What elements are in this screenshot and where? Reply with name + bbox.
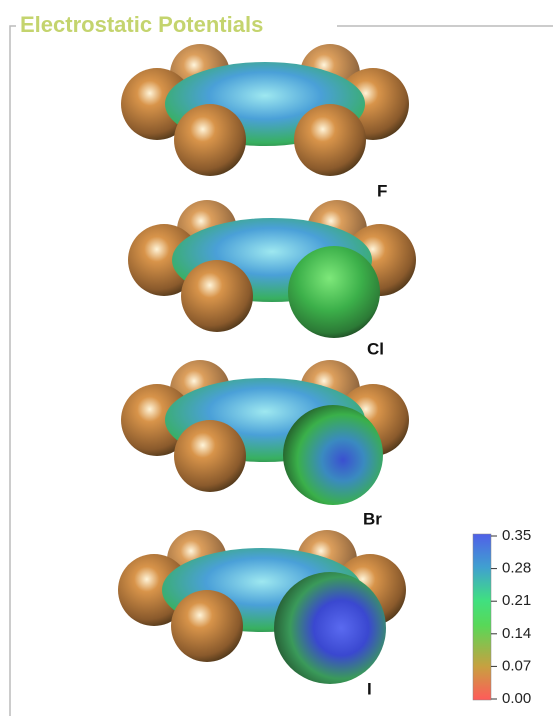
molecule-label: I <box>367 679 372 698</box>
title: Electrostatic Potentials <box>20 12 263 37</box>
colorbar-tick-label: 0.28 <box>502 560 531 577</box>
colorbar-tick-label: 0.35 <box>502 527 531 544</box>
molecule-br <box>121 360 409 505</box>
molecule-cl <box>128 200 416 338</box>
colorbar-tick-label: 0.00 <box>502 690 531 707</box>
colorbar-tick-label: 0.07 <box>502 657 531 674</box>
molecule-i <box>118 530 406 684</box>
figure: Electrostatic Potentials F Cl Br I 0.00 0… <box>0 0 553 716</box>
molecule-f <box>121 44 409 176</box>
colorbar-tick-label: 0.21 <box>502 592 531 609</box>
molecule-label: Cl <box>367 339 384 358</box>
page: {"title": "Electrostatic Potentials", "m… <box>0 0 553 716</box>
molecule-label: F <box>377 181 387 200</box>
colorbar <box>473 534 491 700</box>
colorbar-tick-label: 0.14 <box>502 625 531 642</box>
molecule-label: Br <box>363 509 382 528</box>
